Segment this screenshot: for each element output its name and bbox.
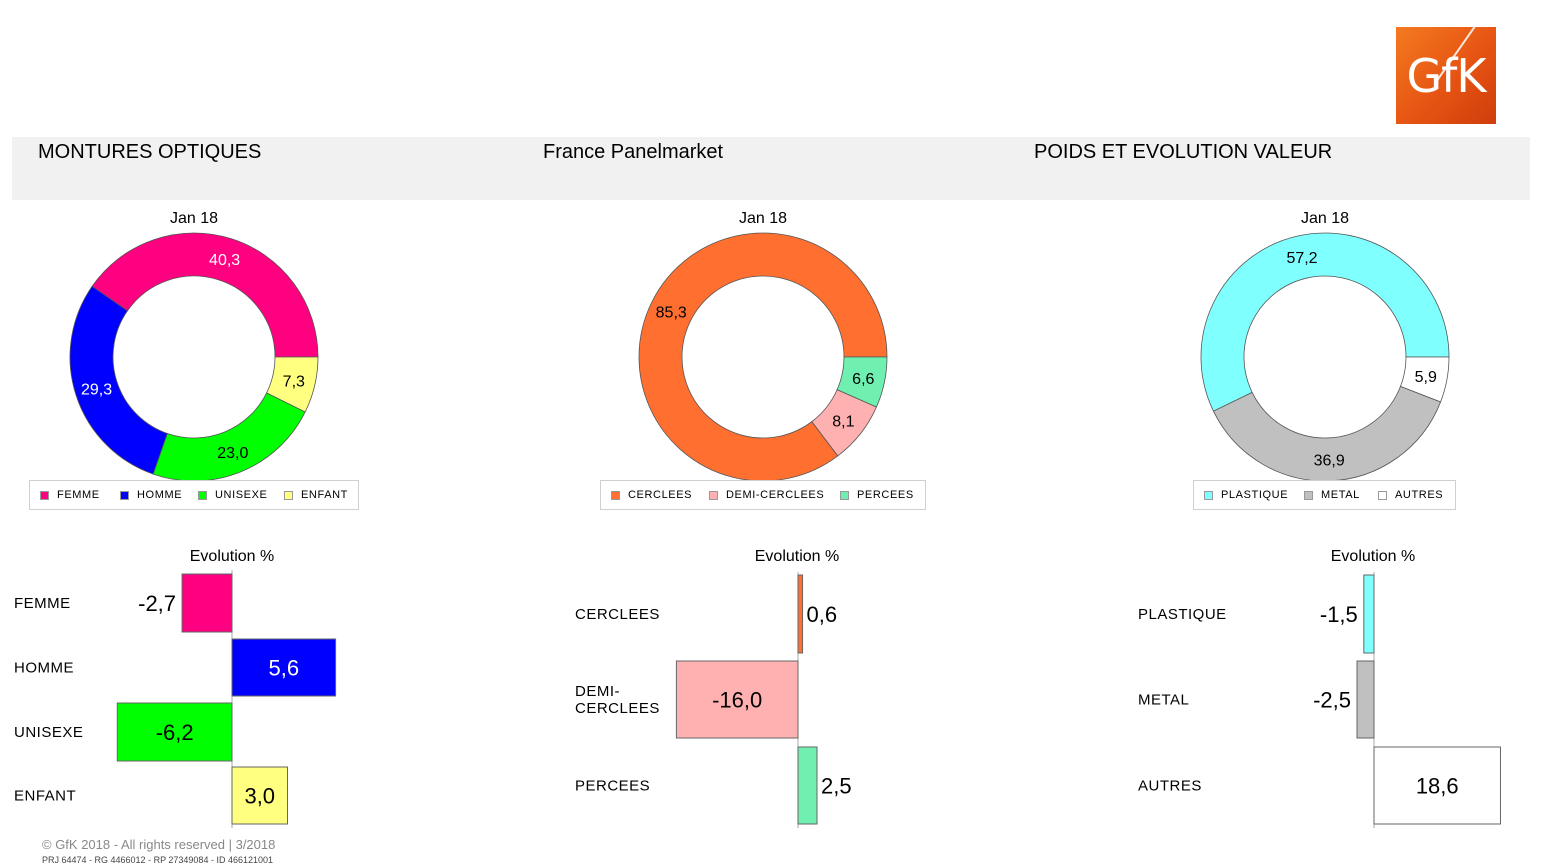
legend-label-plastique: PLASTIQUE <box>1221 489 1289 501</box>
legend-swatch-percees <box>840 491 849 500</box>
evolution-value-plastique: -1,5 <box>1320 602 1358 627</box>
evolution-bar-cerclees <box>797 574 804 654</box>
category-label-metal: METAL <box>1138 692 1189 709</box>
legend-swatch-autres <box>1378 491 1387 500</box>
legend-swatch-plastique <box>1204 491 1213 500</box>
evolution-bar-percees <box>797 746 818 825</box>
category-label-plastique: PLASTIQUE <box>1138 606 1227 623</box>
donut-label-femme: 40,3 <box>209 252 240 269</box>
legend-swatch-enfant <box>284 491 293 500</box>
footer-ids: PRJ 64474 - RG 4466012 - RP 27349084 - I… <box>42 855 273 865</box>
donut-slice-plastique <box>1200 232 1450 412</box>
donut-slice-cerclees <box>638 232 888 482</box>
category-label-autres: AUTRES <box>1138 778 1202 795</box>
header-banner <box>12 137 1530 200</box>
legend-swatch-metal <box>1304 491 1313 500</box>
donut-label-autres: 5,9 <box>1415 369 1437 386</box>
evolution-value-enfant: 3,0 <box>244 784 275 809</box>
evolution-value-cerclees: 0,6 <box>807 602 838 627</box>
evolution-bar-plastique <box>1363 574 1375 654</box>
evolution-value-percees: 2,5 <box>821 774 852 799</box>
donut-title: Jan 18 <box>739 210 787 227</box>
donut-slice-enfant <box>266 356 319 413</box>
legend-label-demi-cerclees: DEMI-CERCLEES <box>726 489 825 501</box>
logo-text: GfK <box>1406 49 1486 103</box>
donut-slice-femme <box>91 232 319 358</box>
category-label-enfant: ENFANT <box>14 788 76 805</box>
report-subtitle: POIDS ET EVOLUTION VALEUR <box>1034 141 1333 163</box>
evolution-bar-metal <box>1356 660 1375 739</box>
evolution-value-homme: 5,6 <box>269 656 300 681</box>
legend-label-unisexe: UNISEXE <box>215 489 268 501</box>
category-label-homme: HOMME <box>14 660 74 677</box>
legend-swatch-cerclees <box>611 491 620 500</box>
donut-slice-autres <box>1399 356 1450 403</box>
donut-label-demi-cerclees: 8,1 <box>832 414 854 431</box>
gfk-logo: GfK <box>1396 27 1496 124</box>
donut-label-metal: 36,9 <box>1314 452 1345 469</box>
legend-label-percees: PERCEES <box>857 489 914 501</box>
legend-swatch-femme <box>40 491 49 500</box>
donut-label-percees: 6,6 <box>852 371 874 388</box>
legend-label-homme: HOMME <box>137 489 183 501</box>
legend-label-autres: AUTRES <box>1395 489 1444 501</box>
legend-swatch-unisexe <box>198 491 207 500</box>
donut-slice-metal <box>1212 385 1442 482</box>
page-title: MONTURES OPTIQUES <box>38 141 262 163</box>
donut-slice-unisexe <box>152 392 306 482</box>
legend-label-femme: FEMME <box>57 489 100 501</box>
category-label-percees: PERCEES <box>575 778 650 795</box>
donut-title: Jan 18 <box>170 210 218 227</box>
donut-label-cerclees: 85,3 <box>656 304 687 321</box>
category-label-unisexe: UNISEXE <box>14 724 83 741</box>
evolution-title: Evolution % <box>755 548 840 565</box>
evolution-value-metal: -2,5 <box>1313 688 1351 713</box>
donut-title: Jan 18 <box>1301 210 1349 227</box>
category-label-cerclees: CERCLEES <box>575 606 660 623</box>
evolution-bar-homme <box>231 638 337 697</box>
evolution-value-unisexe: -6,2 <box>156 720 194 745</box>
legend: PLASTIQUE METAL AUTRES <box>1193 480 1456 510</box>
copyright-text: © GfK 2018 - All rights reserved | 3/201… <box>42 837 276 852</box>
donut-label-homme: 29,3 <box>81 382 112 399</box>
panel-name: France Panelmarket <box>543 141 724 163</box>
legend-label-cerclees: CERCLEES <box>628 489 693 501</box>
evolution-bar-enfant <box>231 766 288 825</box>
donut-label-plastique: 57,2 <box>1286 250 1317 267</box>
evolution-bar-femme <box>181 573 233 633</box>
evolution-title: Evolution % <box>190 548 275 565</box>
evolution-value-autres: 18,6 <box>1416 774 1459 799</box>
evolution-value-femme: -2,7 <box>138 591 176 616</box>
legend: CERCLEES DEMI-CERCLEES PERCEES <box>600 480 926 510</box>
donut-slice-homme <box>69 285 168 475</box>
evolution-value-demi-cerclees: -16,0 <box>712 688 762 713</box>
donut-slice-percees <box>836 356 888 408</box>
evolution-bar-unisexe <box>116 702 233 762</box>
donut-label-unisexe: 23,0 <box>217 445 248 462</box>
evolution-title: Evolution % <box>1331 548 1416 565</box>
category-label-demi-cerclees: DEMI-CERCLEES <box>575 683 660 717</box>
evolution-bar-demi-cerclees <box>675 660 799 739</box>
legend: FEMME HOMME UNISEXE ENFANT <box>29 480 359 510</box>
legend-swatch-homme <box>120 491 129 500</box>
legend-label-metal: METAL <box>1321 489 1360 501</box>
category-label-femme: FEMME <box>14 595 71 612</box>
legend-swatch-demi-cerclees <box>709 491 718 500</box>
legend-label-enfant: ENFANT <box>301 489 348 501</box>
donut-label-enfant: 7,3 <box>283 373 305 390</box>
evolution-bar-autres <box>1373 746 1501 825</box>
